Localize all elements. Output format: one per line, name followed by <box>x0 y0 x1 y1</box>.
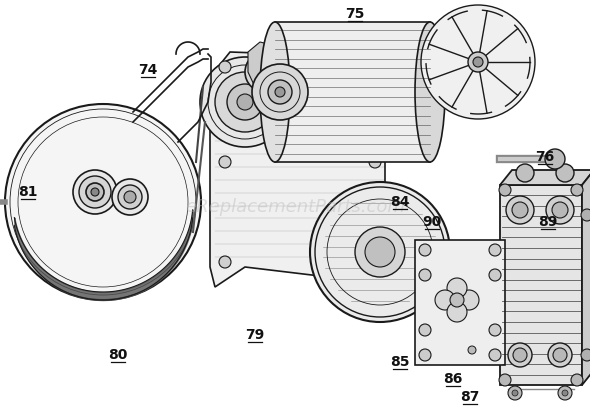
Circle shape <box>447 302 467 322</box>
Circle shape <box>73 170 117 214</box>
Circle shape <box>571 374 583 386</box>
Circle shape <box>355 227 405 277</box>
Circle shape <box>245 52 285 92</box>
Circle shape <box>489 349 501 361</box>
Polygon shape <box>500 170 590 185</box>
Circle shape <box>79 176 111 208</box>
Circle shape <box>435 290 455 310</box>
Circle shape <box>512 202 528 218</box>
Circle shape <box>365 237 395 267</box>
Circle shape <box>508 343 532 367</box>
Circle shape <box>215 72 275 132</box>
Circle shape <box>499 374 511 386</box>
Circle shape <box>219 156 231 168</box>
Circle shape <box>421 5 535 119</box>
Circle shape <box>552 202 568 218</box>
Circle shape <box>450 293 464 307</box>
Circle shape <box>86 183 104 201</box>
Ellipse shape <box>260 22 290 162</box>
Circle shape <box>219 61 231 73</box>
Text: 75: 75 <box>345 7 365 21</box>
Circle shape <box>558 386 572 400</box>
Circle shape <box>227 84 263 120</box>
Polygon shape <box>415 240 505 365</box>
Circle shape <box>369 61 381 73</box>
Circle shape <box>489 324 501 336</box>
Circle shape <box>553 348 567 362</box>
Circle shape <box>268 80 292 104</box>
Circle shape <box>118 185 142 209</box>
Circle shape <box>310 182 450 322</box>
Circle shape <box>489 244 501 256</box>
Circle shape <box>369 256 381 268</box>
Circle shape <box>513 348 527 362</box>
Circle shape <box>252 64 308 120</box>
Circle shape <box>489 269 501 281</box>
Circle shape <box>473 57 483 67</box>
Polygon shape <box>248 42 285 87</box>
Circle shape <box>369 156 381 168</box>
Text: eReplacementParts.com: eReplacementParts.com <box>185 198 405 216</box>
Circle shape <box>275 87 285 97</box>
Ellipse shape <box>415 22 445 162</box>
Text: 87: 87 <box>460 390 480 404</box>
Text: 89: 89 <box>538 215 558 229</box>
Circle shape <box>419 324 431 336</box>
Text: 90: 90 <box>422 215 442 229</box>
Circle shape <box>447 278 467 298</box>
Circle shape <box>512 390 518 396</box>
Circle shape <box>419 349 431 361</box>
Polygon shape <box>210 52 385 287</box>
Polygon shape <box>500 185 582 385</box>
Circle shape <box>5 104 201 300</box>
Circle shape <box>468 346 476 354</box>
Circle shape <box>419 269 431 281</box>
Circle shape <box>499 184 511 196</box>
Circle shape <box>200 57 290 147</box>
Circle shape <box>546 196 574 224</box>
Circle shape <box>459 290 479 310</box>
Text: 81: 81 <box>18 185 38 199</box>
Polygon shape <box>582 170 590 385</box>
Circle shape <box>508 386 522 400</box>
Circle shape <box>581 349 590 361</box>
Circle shape <box>219 256 231 268</box>
Circle shape <box>468 52 488 72</box>
Circle shape <box>91 188 99 196</box>
Text: 74: 74 <box>138 63 158 77</box>
Circle shape <box>581 209 590 221</box>
Text: 84: 84 <box>390 195 409 209</box>
Circle shape <box>419 244 431 256</box>
Circle shape <box>112 179 148 215</box>
Circle shape <box>237 94 253 110</box>
Circle shape <box>124 191 136 203</box>
Circle shape <box>516 164 534 182</box>
Circle shape <box>571 184 583 196</box>
Text: 86: 86 <box>443 372 463 386</box>
Text: 80: 80 <box>109 348 127 362</box>
Circle shape <box>548 343 572 367</box>
Circle shape <box>545 149 565 169</box>
Text: 85: 85 <box>390 355 409 369</box>
Circle shape <box>556 164 574 182</box>
Text: 79: 79 <box>245 328 265 342</box>
Text: 76: 76 <box>535 150 555 164</box>
Circle shape <box>506 196 534 224</box>
Circle shape <box>258 65 272 79</box>
Circle shape <box>562 390 568 396</box>
Polygon shape <box>275 22 430 162</box>
